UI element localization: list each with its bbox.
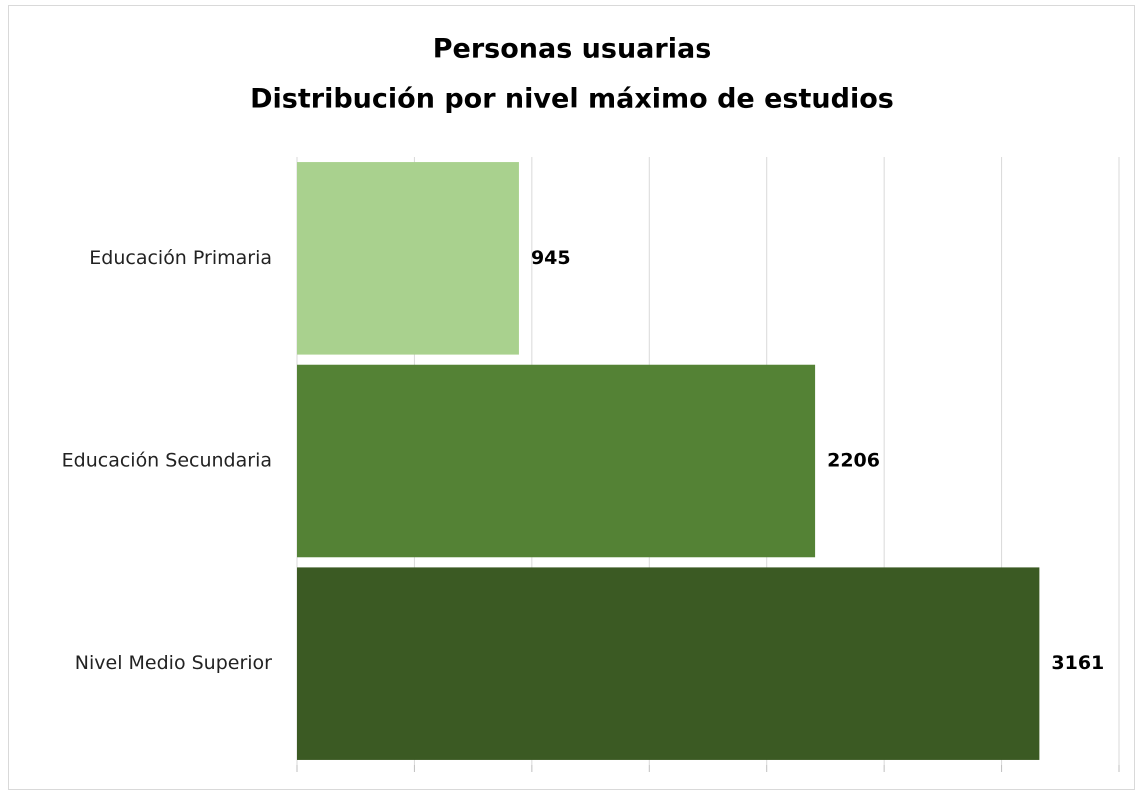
chart-title: Distribución por nivel máximo de estudio… (250, 84, 894, 115)
y-tick-label: Nivel Medio Superior (75, 652, 272, 674)
y-tick-label: Educación Secundaria (62, 450, 272, 472)
data-label: 945 (531, 247, 571, 269)
bar (297, 364, 816, 558)
chart-title: Personas usuarias (433, 34, 712, 65)
bar (297, 162, 519, 355)
data-label: 3161 (1051, 652, 1104, 674)
data-label: 2206 (827, 450, 880, 472)
y-tick-label: Educación Primaria (89, 247, 272, 269)
bar (297, 567, 1040, 760)
